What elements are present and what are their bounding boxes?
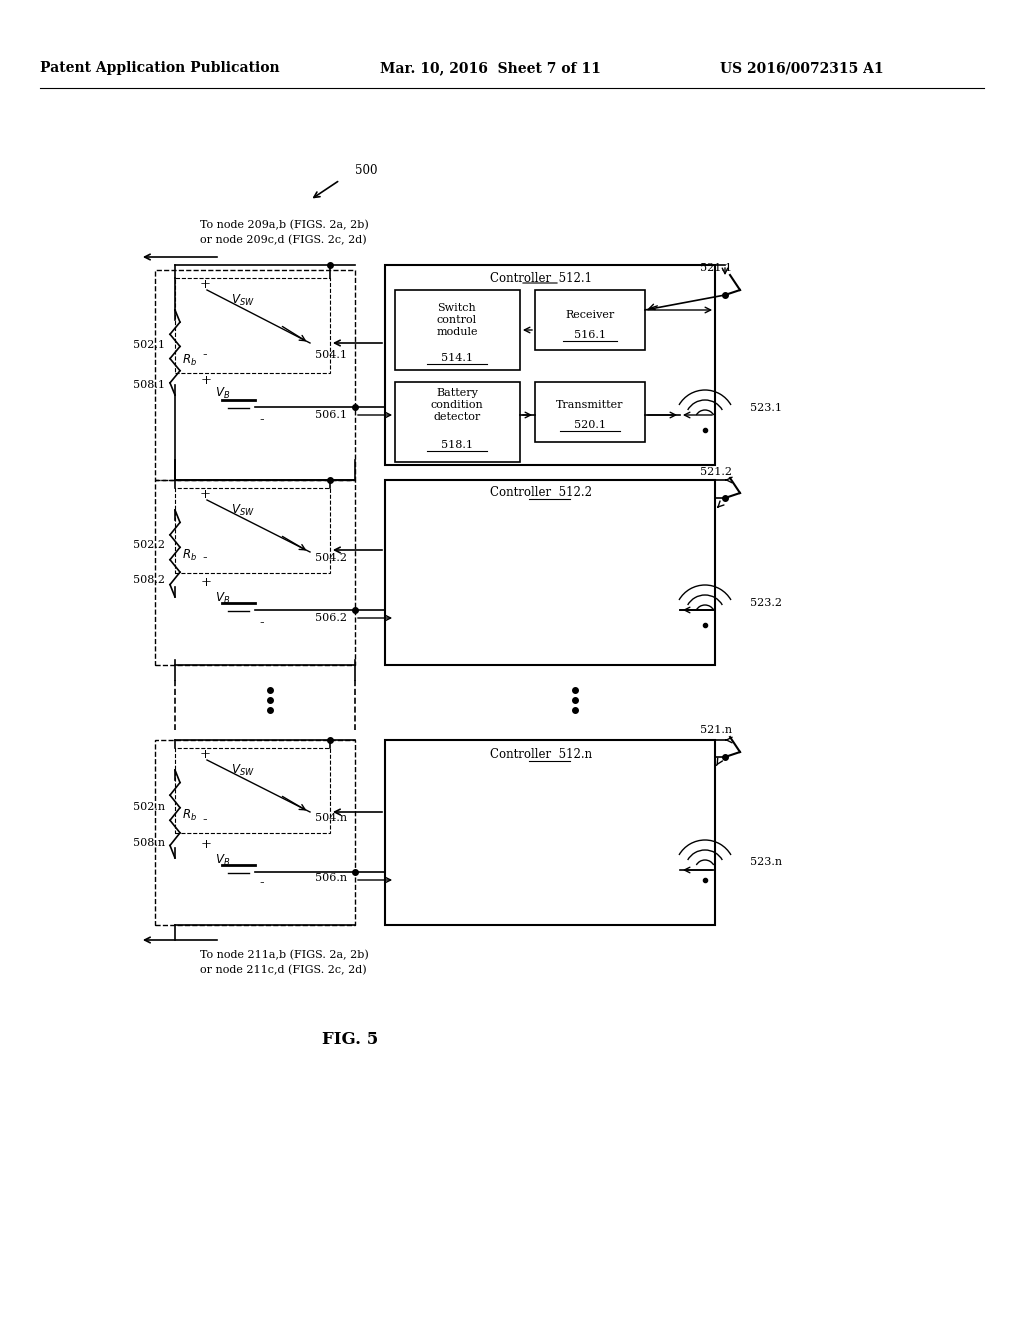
Text: $V_B$: $V_B$ — [215, 853, 230, 867]
Text: 508.n: 508.n — [133, 838, 165, 847]
Text: 500: 500 — [355, 164, 378, 177]
Text: $R_b$: $R_b$ — [182, 808, 198, 822]
Text: 508.2: 508.2 — [133, 576, 165, 585]
Text: 502.1: 502.1 — [133, 341, 165, 350]
Text: +: + — [200, 488, 211, 502]
Text: -: - — [260, 876, 264, 890]
Text: -: - — [203, 348, 207, 362]
Text: +: + — [200, 748, 211, 762]
Text: or node 211c,d (FIGS. 2c, 2d): or node 211c,d (FIGS. 2c, 2d) — [200, 965, 367, 975]
Text: $V_{SW}$: $V_{SW}$ — [231, 763, 255, 777]
Text: Patent Application Publication: Patent Application Publication — [40, 61, 280, 75]
Text: -: - — [260, 413, 264, 426]
Text: 523.2: 523.2 — [750, 598, 782, 609]
Text: Receiver: Receiver — [565, 310, 614, 319]
Text: 521.2: 521.2 — [700, 467, 732, 477]
Text: FIG. 5: FIG. 5 — [322, 1031, 378, 1048]
Text: $V_{SW}$: $V_{SW}$ — [231, 503, 255, 517]
Text: 518.1: 518.1 — [441, 440, 473, 450]
Text: $V_B$: $V_B$ — [215, 385, 230, 400]
Text: $R_b$: $R_b$ — [182, 352, 198, 367]
Text: 521.n: 521.n — [700, 725, 732, 735]
Text: +: + — [201, 838, 212, 851]
Text: Switch
control
module: Switch control module — [436, 304, 478, 337]
Text: Transmitter: Transmitter — [556, 400, 624, 411]
Text: 502.n: 502.n — [133, 803, 165, 812]
Text: 508.1: 508.1 — [133, 380, 165, 389]
Text: +: + — [200, 279, 211, 292]
Text: Mar. 10, 2016  Sheet 7 of 11: Mar. 10, 2016 Sheet 7 of 11 — [380, 61, 601, 75]
Text: US 2016/0072315 A1: US 2016/0072315 A1 — [720, 61, 884, 75]
Text: $R_b$: $R_b$ — [182, 548, 198, 562]
Text: +: + — [201, 577, 212, 590]
Text: 504.n: 504.n — [315, 813, 347, 822]
Text: 521.1: 521.1 — [700, 263, 732, 273]
Text: +: + — [201, 374, 212, 387]
Text: 504.2: 504.2 — [315, 553, 347, 564]
Text: -: - — [260, 616, 264, 630]
Text: 506.2: 506.2 — [315, 612, 347, 623]
Text: To node 209a,b (FIGS. 2a, 2b): To node 209a,b (FIGS. 2a, 2b) — [200, 220, 369, 230]
Text: Controller  512.1: Controller 512.1 — [490, 272, 592, 285]
Text: 506.1: 506.1 — [315, 411, 347, 420]
Text: 520.1: 520.1 — [574, 420, 606, 430]
Text: -: - — [203, 813, 207, 826]
Text: 502.2: 502.2 — [133, 540, 165, 550]
Text: or node 209c,d (FIGS. 2c, 2d): or node 209c,d (FIGS. 2c, 2d) — [200, 235, 367, 246]
Text: 504.1: 504.1 — [315, 350, 347, 360]
Text: 516.1: 516.1 — [574, 330, 606, 341]
Text: -: - — [203, 552, 207, 565]
Text: 523.1: 523.1 — [750, 403, 782, 413]
Text: $V_{SW}$: $V_{SW}$ — [231, 293, 255, 308]
Text: Battery
condition
detector: Battery condition detector — [431, 388, 483, 421]
Text: 506.n: 506.n — [315, 873, 347, 883]
Text: 514.1: 514.1 — [441, 352, 473, 363]
Text: $V_B$: $V_B$ — [215, 590, 230, 606]
Text: Controller  512.2: Controller 512.2 — [490, 487, 592, 499]
Text: To node 211a,b (FIGS. 2a, 2b): To node 211a,b (FIGS. 2a, 2b) — [200, 950, 369, 960]
Text: 523.n: 523.n — [750, 857, 782, 867]
Text: Controller  512.n: Controller 512.n — [490, 748, 592, 762]
